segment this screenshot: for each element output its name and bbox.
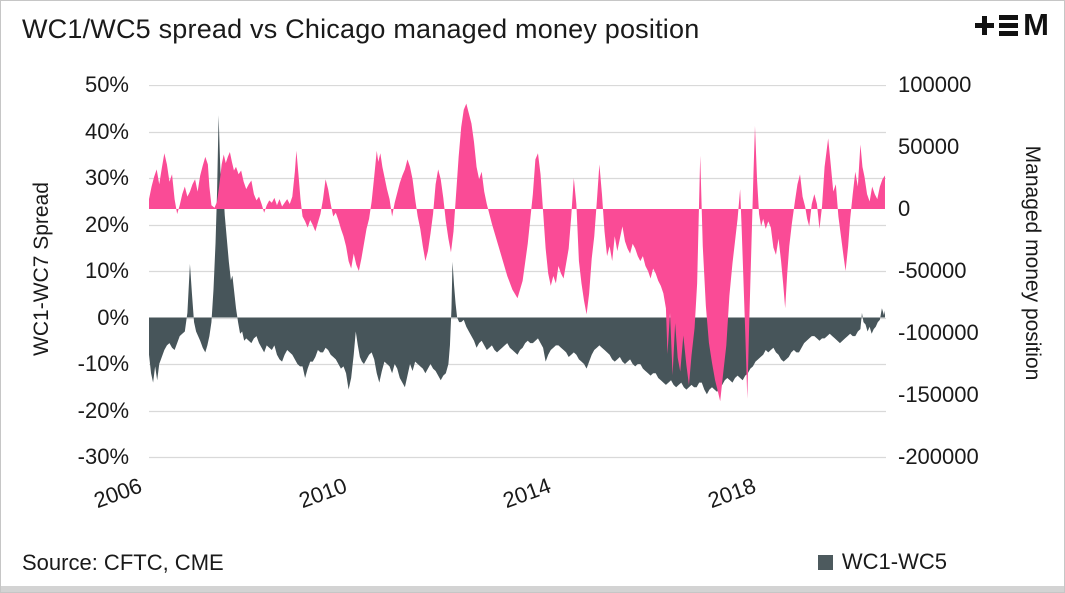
series-wc1-wc5	[149, 115, 885, 395]
x-tick-label: 2006	[90, 472, 146, 514]
legend-swatch-wc1-wc5	[817, 554, 833, 570]
y-tick-label-right: -150000	[898, 382, 979, 407]
triple-bar-icon	[999, 14, 1019, 36]
y-tick-label-left: -30%	[77, 444, 129, 469]
y-tick-label-right: -100000	[898, 320, 979, 345]
y-tick-label-left: 10%	[84, 258, 129, 283]
x-tick-label: 2018	[704, 472, 760, 514]
page-title: WC1/WC5 spread vs Chicago managed money …	[22, 14, 700, 44]
area-chart-plot	[149, 85, 886, 459]
y-tick-label-right: 100000	[898, 72, 972, 97]
plus-icon	[975, 15, 995, 35]
bottom-border	[1, 586, 1064, 592]
legend: WC1-WC5	[817, 549, 947, 575]
legend-label: WC1-WC5	[841, 549, 947, 574]
y-tick-label-right: 0	[898, 196, 911, 221]
source-note: Source: CFTC, CME	[22, 550, 224, 575]
x-tick-label: 2014	[499, 472, 555, 514]
y-tick-label-left: 40%	[84, 118, 129, 144]
y-tick-label-right: -200000	[898, 444, 979, 469]
y-tick-label-right: 50000	[898, 134, 960, 159]
y-tick-label-right: -50000	[898, 258, 967, 283]
right-axis-title: Managed money position	[1021, 145, 1044, 381]
tem-logo: M	[975, 7, 1049, 42]
y-tick-label-left: 50%	[84, 72, 129, 97]
y-tick-label-left: -20%	[77, 397, 129, 423]
y-tick-label-left: 20%	[84, 211, 129, 237]
y-tick-label-left: 0%	[97, 304, 129, 330]
x-tick-label: 2010	[295, 472, 350, 514]
logo-letter-m: M	[1023, 7, 1049, 42]
area-series	[149, 103, 885, 402]
series-managed-money-position	[149, 103, 885, 402]
y-tick-label-left: 30%	[84, 165, 129, 190]
y-tick-label-left: -10%	[77, 351, 129, 376]
